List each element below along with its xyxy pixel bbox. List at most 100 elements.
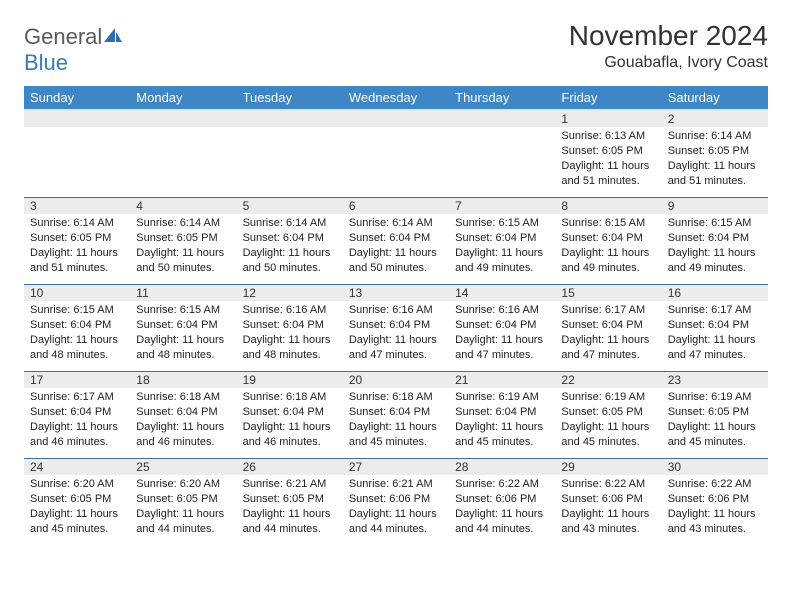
daylight-text-2: and 45 minutes. — [349, 435, 443, 450]
day-cell: Sunrise: 6:15 AMSunset: 6:04 PMDaylight:… — [24, 301, 130, 372]
day-cell: Sunrise: 6:17 AMSunset: 6:04 PMDaylight:… — [555, 301, 661, 372]
daylight-text-1: Daylight: 11 hours — [668, 507, 762, 522]
sunrise-text: Sunrise: 6:20 AM — [136, 477, 230, 492]
logo-sail-icon — [104, 24, 122, 49]
sunset-text: Sunset: 6:05 PM — [668, 144, 762, 159]
day-cell: Sunrise: 6:17 AMSunset: 6:04 PMDaylight:… — [662, 301, 768, 372]
weekday-header: Tuesday — [237, 86, 343, 110]
day-cell — [24, 127, 130, 198]
daylight-text-1: Daylight: 11 hours — [136, 333, 230, 348]
sunrise-text: Sunrise: 6:14 AM — [668, 129, 762, 144]
day-number: 16 — [662, 285, 768, 302]
day-number: 28 — [449, 459, 555, 476]
day-number-row: 10111213141516 — [24, 285, 768, 302]
day-number-row: 24252627282930 — [24, 459, 768, 476]
calendar-body: 12Sunrise: 6:13 AMSunset: 6:05 PMDayligh… — [24, 110, 768, 545]
sunset-text: Sunset: 6:06 PM — [349, 492, 443, 507]
sunset-text: Sunset: 6:05 PM — [561, 144, 655, 159]
daylight-text-2: and 51 minutes. — [30, 261, 124, 276]
sunrise-text: Sunrise: 6:19 AM — [668, 390, 762, 405]
day-cell: Sunrise: 6:15 AMSunset: 6:04 PMDaylight:… — [662, 214, 768, 285]
sunrise-text: Sunrise: 6:14 AM — [349, 216, 443, 231]
sunrise-text: Sunrise: 6:18 AM — [243, 390, 337, 405]
day-number: 4 — [130, 198, 236, 215]
day-number: 1 — [555, 110, 661, 127]
sunset-text: Sunset: 6:04 PM — [668, 231, 762, 246]
day-number-row: 12 — [24, 110, 768, 127]
day-number: 3 — [24, 198, 130, 215]
sunset-text: Sunset: 6:04 PM — [455, 318, 549, 333]
sunset-text: Sunset: 6:05 PM — [30, 492, 124, 507]
daylight-text-1: Daylight: 11 hours — [455, 333, 549, 348]
daylight-text-2: and 47 minutes. — [561, 348, 655, 363]
sunset-text: Sunset: 6:06 PM — [455, 492, 549, 507]
sunset-text: Sunset: 6:04 PM — [561, 318, 655, 333]
day-cell: Sunrise: 6:14 AMSunset: 6:05 PMDaylight:… — [662, 127, 768, 198]
day-number: 18 — [130, 372, 236, 389]
weekday-header: Thursday — [449, 86, 555, 110]
day-number: 8 — [555, 198, 661, 215]
daylight-text-2: and 45 minutes. — [668, 435, 762, 450]
sunset-text: Sunset: 6:05 PM — [30, 231, 124, 246]
day-cell: Sunrise: 6:15 AMSunset: 6:04 PMDaylight:… — [555, 214, 661, 285]
sunset-text: Sunset: 6:05 PM — [668, 405, 762, 420]
day-number: 23 — [662, 372, 768, 389]
sunrise-text: Sunrise: 6:16 AM — [243, 303, 337, 318]
day-cell: Sunrise: 6:13 AMSunset: 6:05 PMDaylight:… — [555, 127, 661, 198]
logo-text: General Blue — [24, 24, 122, 76]
daylight-text-2: and 46 minutes. — [136, 435, 230, 450]
daylight-text-2: and 50 minutes. — [243, 261, 337, 276]
daylight-text-1: Daylight: 11 hours — [243, 420, 337, 435]
daylight-text-2: and 49 minutes. — [668, 261, 762, 276]
sunrise-text: Sunrise: 6:13 AM — [561, 129, 655, 144]
daylight-text-2: and 50 minutes. — [349, 261, 443, 276]
day-number: 17 — [24, 372, 130, 389]
sunset-text: Sunset: 6:04 PM — [30, 318, 124, 333]
sunrise-text: Sunrise: 6:18 AM — [349, 390, 443, 405]
day-cell: Sunrise: 6:22 AMSunset: 6:06 PMDaylight:… — [555, 475, 661, 545]
daylight-text-2: and 43 minutes. — [668, 522, 762, 537]
sunset-text: Sunset: 6:04 PM — [668, 318, 762, 333]
day-number: 29 — [555, 459, 661, 476]
day-number: 26 — [237, 459, 343, 476]
day-number-row: 17181920212223 — [24, 372, 768, 389]
day-cell: Sunrise: 6:19 AMSunset: 6:04 PMDaylight:… — [449, 388, 555, 459]
sunrise-text: Sunrise: 6:22 AM — [455, 477, 549, 492]
weekday-header: Monday — [130, 86, 236, 110]
day-number — [449, 110, 555, 127]
day-cell — [237, 127, 343, 198]
sunrise-text: Sunrise: 6:21 AM — [243, 477, 337, 492]
day-cell: Sunrise: 6:21 AMSunset: 6:05 PMDaylight:… — [237, 475, 343, 545]
weekday-header: Wednesday — [343, 86, 449, 110]
sunrise-text: Sunrise: 6:17 AM — [668, 303, 762, 318]
day-cell: Sunrise: 6:15 AMSunset: 6:04 PMDaylight:… — [130, 301, 236, 372]
day-cell: Sunrise: 6:21 AMSunset: 6:06 PMDaylight:… — [343, 475, 449, 545]
daylight-text-2: and 45 minutes. — [561, 435, 655, 450]
sunrise-text: Sunrise: 6:17 AM — [561, 303, 655, 318]
sunrise-text: Sunrise: 6:22 AM — [668, 477, 762, 492]
sunset-text: Sunset: 6:04 PM — [136, 405, 230, 420]
daylight-text-1: Daylight: 11 hours — [349, 333, 443, 348]
day-cell — [130, 127, 236, 198]
sunrise-text: Sunrise: 6:16 AM — [455, 303, 549, 318]
day-content-row: Sunrise: 6:13 AMSunset: 6:05 PMDaylight:… — [24, 127, 768, 198]
daylight-text-1: Daylight: 11 hours — [136, 246, 230, 261]
sunset-text: Sunset: 6:04 PM — [243, 231, 337, 246]
daylight-text-1: Daylight: 11 hours — [668, 333, 762, 348]
day-number: 21 — [449, 372, 555, 389]
sunset-text: Sunset: 6:04 PM — [455, 231, 549, 246]
daylight-text-1: Daylight: 11 hours — [561, 246, 655, 261]
day-number: 22 — [555, 372, 661, 389]
daylight-text-1: Daylight: 11 hours — [349, 507, 443, 522]
sunset-text: Sunset: 6:04 PM — [455, 405, 549, 420]
sunset-text: Sunset: 6:05 PM — [136, 231, 230, 246]
day-cell: Sunrise: 6:15 AMSunset: 6:04 PMDaylight:… — [449, 214, 555, 285]
sunset-text: Sunset: 6:05 PM — [136, 492, 230, 507]
day-content-row: Sunrise: 6:15 AMSunset: 6:04 PMDaylight:… — [24, 301, 768, 372]
day-cell: Sunrise: 6:14 AMSunset: 6:04 PMDaylight:… — [237, 214, 343, 285]
sunset-text: Sunset: 6:04 PM — [349, 318, 443, 333]
daylight-text-2: and 43 minutes. — [561, 522, 655, 537]
day-number: 30 — [662, 459, 768, 476]
daylight-text-2: and 47 minutes. — [349, 348, 443, 363]
sunrise-text: Sunrise: 6:15 AM — [455, 216, 549, 231]
